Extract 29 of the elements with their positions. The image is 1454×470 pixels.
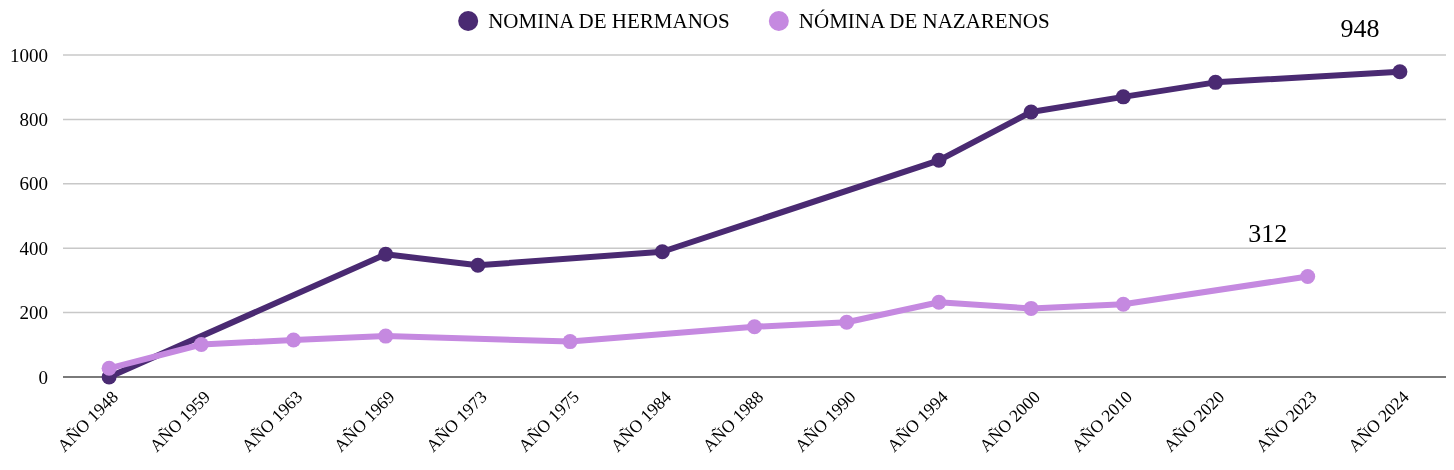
point [1023,104,1039,120]
point [1023,300,1039,316]
point [931,152,947,168]
point [101,360,117,376]
point [931,294,947,310]
point [839,314,855,330]
point [378,328,394,344]
point [1115,296,1131,312]
point [654,244,670,260]
data-label: 948 [1340,13,1380,43]
y-tick-label: 200 [19,302,48,324]
y-tick-label: 600 [19,173,48,195]
y-tick-label: 800 [19,108,48,130]
data-label: 312 [1248,218,1288,248]
point [1392,64,1408,80]
point [193,336,209,352]
y-tick-label: 400 [19,237,48,259]
point [470,257,486,273]
point [562,334,578,350]
y-tick-label: 0 [38,366,48,388]
point [286,332,301,348]
y-tick-label: 1000 [10,44,48,66]
point [1115,89,1131,105]
legend-label: NÓMINA DE NAZARENOS [798,9,1050,33]
point [1300,269,1316,285]
point [747,319,762,335]
point [378,246,394,262]
point [1208,74,1223,90]
legend-label: NOMINA DE HERMANOS [488,9,730,33]
